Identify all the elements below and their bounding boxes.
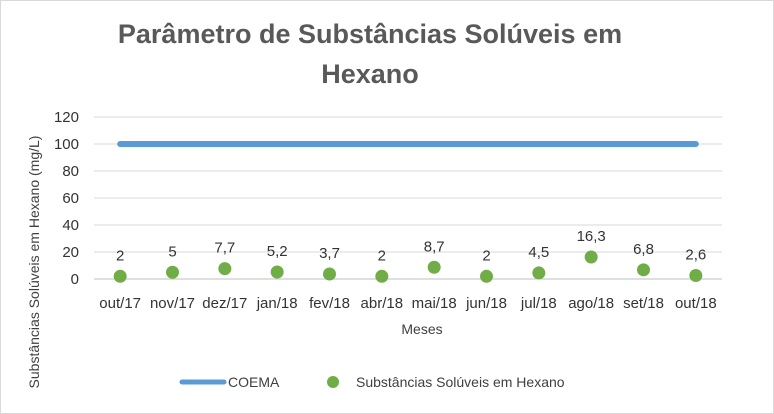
data-label: 2: [482, 247, 490, 264]
data-point: [584, 250, 598, 264]
y-axis-ticks: 0 20 40 60 80 100 120: [54, 109, 79, 288]
chart-title-line-2: Hexano: [321, 59, 419, 89]
x-tick-label: jun/18: [465, 295, 507, 312]
data-label: 2: [116, 247, 124, 264]
legend: COEMA Substâncias Solúveis em Hexano: [179, 374, 565, 390]
data-point: [427, 260, 441, 274]
y-tick-label: 100: [54, 136, 79, 153]
data-label: 8,7: [424, 238, 445, 255]
data-point: [637, 263, 650, 277]
data-label: 7,7: [214, 240, 235, 257]
data-point: [218, 262, 232, 276]
data-label: 5,2: [267, 243, 288, 260]
x-tick-label: out/18: [675, 295, 717, 312]
data-point: [323, 267, 336, 281]
data-label: 4,5: [528, 244, 549, 261]
x-tick-label: jul/18: [520, 295, 557, 312]
x-tick-label: set/18: [623, 295, 664, 312]
y-tick-label: 80: [62, 163, 79, 180]
x-tick-label: dez/17: [202, 295, 247, 312]
data-label: 16,3: [577, 228, 606, 245]
y-axis-label: Substâncias Solúveis em Hexano (mg/L): [26, 136, 42, 389]
x-axis-ticks: out/17 nov/17 dez/17 jan/18 fev/18 abr/18 mai/…: [99, 295, 716, 312]
x-tick-label: fev/18: [309, 295, 350, 312]
data-label: 3,7: [319, 245, 340, 262]
data-label: 5: [168, 243, 176, 260]
legend-swatch-hexano: [327, 376, 339, 388]
x-tick-label: nov/17: [150, 295, 195, 312]
y-tick-label: 60: [62, 190, 79, 207]
x-tick-label: jan/18: [256, 295, 298, 312]
data-labels: 2 5 7,7 5,2 3,7 2 8,7 2 4,5 16,3 6,8 2,6: [116, 228, 706, 264]
data-point: [532, 266, 546, 280]
data-point: [375, 269, 389, 283]
data-label: 2,6: [685, 246, 706, 263]
x-tick-label: mai/18: [412, 295, 457, 312]
data-point: [480, 269, 493, 283]
data-point: [166, 265, 179, 279]
data-label: 2: [378, 247, 386, 264]
chart-title: Parâmetro de Substâncias Solúveis em Hex…: [70, 14, 670, 94]
x-tick-label: ago/18: [568, 295, 614, 312]
y-tick-label: 120: [54, 109, 79, 126]
legend-label-hexano: Substâncias Solúveis em Hexano: [356, 374, 565, 390]
series-hexano: [113, 250, 703, 283]
data-point: [270, 265, 284, 279]
x-tick-label: abr/18: [361, 295, 404, 312]
y-tick-label: 0: [71, 271, 79, 288]
y-tick-label: 20: [62, 244, 79, 261]
data-point: [689, 268, 703, 282]
chart-title-line-1: Parâmetro de Substâncias Solúveis em: [117, 19, 623, 49]
legend-label-coema: COEMA: [228, 374, 280, 390]
y-tick-label: 40: [62, 217, 79, 234]
data-point: [113, 269, 127, 283]
x-axis-label: Meses: [401, 321, 442, 337]
x-tick-label: out/17: [99, 295, 141, 312]
data-label: 6,8: [633, 241, 654, 258]
